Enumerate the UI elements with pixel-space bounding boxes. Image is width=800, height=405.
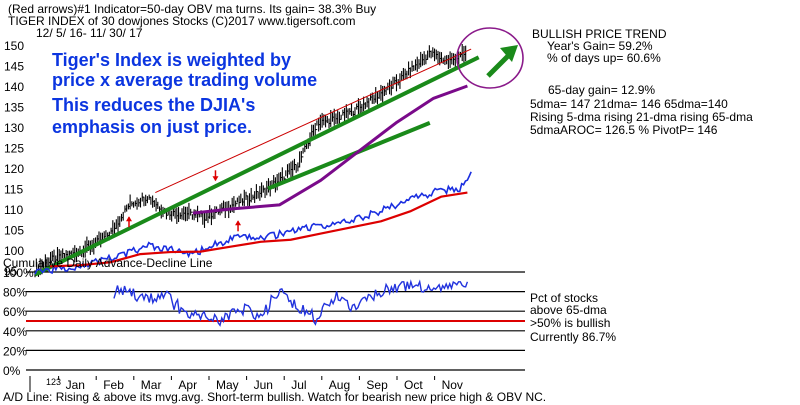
annotation-line3: This reduces the DJIA's (52, 95, 255, 115)
x-tick-label: Jan (66, 378, 85, 392)
pct-tick-label: 60% (3, 305, 27, 319)
pct-tick-label: 20% (3, 344, 27, 358)
upper-trendline (155, 48, 472, 194)
y-tick-label: 95 (4, 265, 18, 279)
lower-panel-title: Cumulative Daily Advance-Decline Line (3, 256, 213, 270)
pct-label-3: >50% is bullish (530, 316, 610, 330)
pct-label-1: Pct of stocks (530, 291, 598, 305)
ad-line (34, 171, 472, 275)
pct-label-4: Currently 86.7% (530, 330, 616, 344)
highlight-circle (456, 27, 524, 89)
annotation-line4: emphasis on just price. (52, 117, 252, 137)
x-tick-label: Sep (366, 378, 388, 392)
header-line2: TIGER INDEX of 30 dowjones Stocks (C)201… (8, 14, 355, 28)
y-tick-label: 105 (4, 224, 24, 238)
stats-title: BULLISH PRICE TREND (532, 27, 667, 41)
ad-moving-average (49, 191, 468, 268)
y-tick-label: 140 (4, 80, 24, 94)
x-tick-label: Feb (103, 378, 124, 392)
header-line1: (Red arrows)#1 Indicator=50-day OBV ma t… (8, 2, 376, 16)
x-tick-label: Aug (329, 378, 350, 392)
chart-marks: 95 100 105 110 115 120 125 130 135 140 145 150 Jan Fe… (3, 27, 524, 392)
red-arrow-head (212, 176, 219, 182)
y-tick-label: 145 (4, 60, 24, 74)
stats-pct-days-up: % of days up= 60.6% (547, 51, 661, 65)
red-arrow-head (126, 216, 132, 222)
red-arrow-head (235, 220, 242, 226)
pct-label-2: above 65-dma (530, 303, 607, 317)
stats-years-gain: Year's Gain= 59.2% (547, 39, 653, 53)
pct-tick-label: 80% (3, 286, 27, 300)
y-tick-label: 130 (4, 121, 24, 135)
stats-65day-gain: 65-day gain= 12.9% (548, 83, 655, 97)
green-trendline-long (34, 55, 480, 277)
y-tick-label: 100 (4, 244, 24, 258)
green-arrow-shaft (486, 52, 512, 78)
gridlines (26, 271, 525, 371)
x-tick-label: Jul (291, 378, 306, 392)
green-arrow-head (500, 45, 518, 62)
x-tick-label: May (216, 378, 239, 392)
date-range: 12/ 5/ 16- 11/ 30/ 17 (36, 26, 143, 40)
pct-tick-label: 0% (3, 364, 21, 378)
x-tick-label: Apr (178, 378, 197, 392)
green-trendline-second (267, 121, 431, 191)
y-tick-label: 120 (4, 162, 24, 176)
x-tick-label: Oct (404, 378, 423, 392)
pct-tick-label: 100% (3, 266, 34, 280)
y-tick-label: 135 (4, 101, 24, 115)
y-tick-label: 150 (4, 39, 24, 53)
y-tick-label: 110 (4, 203, 23, 217)
y-tick-label: 125 (4, 142, 24, 156)
annotation-line2: price x average trading volume (52, 70, 317, 90)
cutoff-label: 123 (46, 377, 61, 387)
y-tick-label: 115 (4, 183, 23, 197)
ma65-line (192, 84, 468, 215)
pct-tick-label: 40% (3, 325, 27, 339)
stats-rising-line: Rising 5-dma rising 21-dma rising 65-dma (530, 110, 753, 124)
x-tick-label: Mar (141, 378, 162, 392)
stats-aroc-line: 5dmaAROC= 126.5 % PivotP= 146 (530, 123, 718, 137)
x-tick-label: Nov (442, 378, 463, 392)
x-tick-label: Jun (254, 378, 273, 392)
pct-above-65dma-line (113, 279, 469, 327)
stats-ma-line: 5dma= 147 21dma= 146 65dma=140 (530, 97, 728, 111)
footer-status: A/D Line: Rising & above its mvg.avg. Sh… (3, 390, 546, 404)
annotation-line1: Tiger's Index is weighted by (52, 50, 291, 70)
